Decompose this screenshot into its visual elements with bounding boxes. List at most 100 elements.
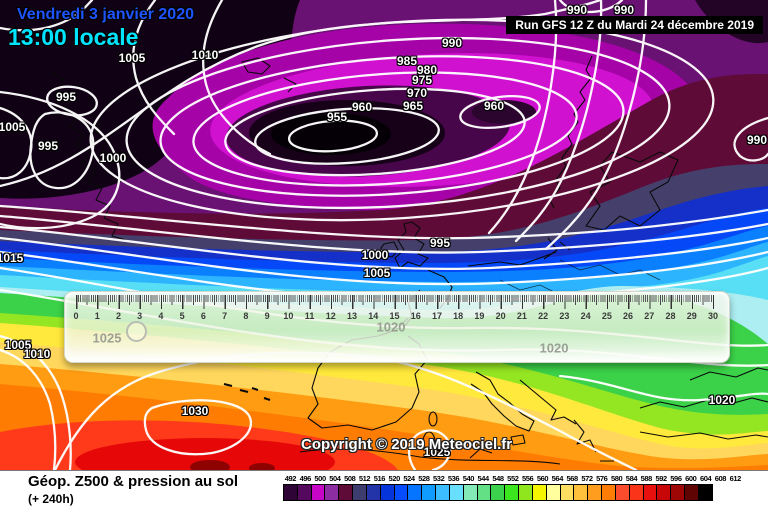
scale-value: 540	[462, 474, 475, 483]
scale-value: 560	[536, 474, 549, 483]
ruler-overlay[interactable]: 0 1 2 3 4 5 6 7 8 9 10 11 12 13 14 15 16 17 18 19 20 21 22 23 24…	[64, 291, 730, 363]
scale-swatch	[283, 484, 298, 501]
copyright-notice: Copyright © 2019 Meteociel.fr	[301, 436, 513, 453]
scale-value: 572	[581, 474, 593, 483]
scale-value: 608	[714, 474, 727, 483]
scale-value: 548	[492, 474, 504, 483]
scale-swatch	[490, 484, 506, 501]
scale-swatch	[338, 484, 354, 501]
ruler-number: 8	[243, 311, 249, 321]
ghost-pressure-label: 1025	[92, 330, 122, 346]
scale-swatch	[545, 484, 561, 501]
pressure-label: 1005	[4, 338, 32, 352]
ruler-number: 23	[559, 311, 570, 321]
pressure-label: 995	[55, 90, 77, 104]
scale-swatch	[573, 484, 589, 501]
scale-swatch	[448, 484, 464, 501]
forecast-lead-time: (+ 240h)	[28, 492, 74, 506]
scale-swatch	[310, 484, 326, 501]
forecast-time: 13:00 locale	[8, 24, 139, 50]
scale-swatch	[684, 484, 699, 501]
scale-value: 556	[522, 474, 534, 483]
scale-value: 536	[447, 474, 460, 483]
scale-swatch	[352, 484, 367, 501]
scale-value: 492	[284, 474, 297, 483]
scale-swatch	[697, 484, 713, 501]
ruler-number: 22	[538, 311, 549, 321]
ruler-number: 25	[601, 311, 612, 321]
scale-value: 564	[551, 474, 564, 483]
scale-value: 512	[358, 474, 371, 483]
ruler-number: 16	[410, 311, 421, 321]
ruler-number: 26	[623, 311, 634, 321]
pressure-label: 960	[483, 99, 505, 113]
ruler-number: 10	[283, 311, 294, 321]
ruler-number: 28	[665, 311, 676, 321]
pressure-label: 1025	[423, 445, 451, 459]
scale-value: 580	[610, 474, 623, 483]
pressure-label: 1030	[181, 404, 209, 418]
pressure-label: 990	[566, 3, 588, 17]
scale-value: 504	[329, 474, 341, 483]
map-legend-bar: Géop. Z500 & pression au sol (+ 240h) 49…	[0, 470, 768, 512]
scale-value: 520	[388, 474, 401, 483]
scale-value: 528	[418, 474, 430, 483]
scale-swatch	[601, 484, 616, 501]
ruler-number: 11	[304, 311, 315, 321]
ruler-number: 9	[264, 311, 270, 321]
ruler-number: 2	[115, 311, 121, 321]
scale-value: 592	[655, 474, 667, 483]
scale-value: 612	[729, 474, 742, 483]
pressure-label: 955	[326, 110, 348, 124]
scale-swatch	[518, 484, 533, 501]
pressure-label: 1010	[23, 347, 51, 361]
ruler-number: 0	[73, 311, 79, 321]
pressure-label: 965	[402, 99, 424, 113]
scale-swatch	[656, 484, 672, 501]
scale-swatch	[324, 484, 340, 501]
map-graphic	[0, 0, 768, 470]
scale-value: 508	[344, 474, 356, 483]
scale-value: 584	[625, 474, 638, 483]
geopotential-color-bands	[0, 0, 768, 470]
scale-swatch	[462, 484, 478, 501]
ruler-number: 7	[222, 311, 228, 321]
scale-value: 576	[596, 474, 608, 483]
pressure-label: 995	[429, 236, 451, 250]
ruler-number: 13	[347, 311, 358, 321]
ghost-pressure-label: 1020	[376, 319, 406, 335]
color-scale-legend: 492 496 500 504 508 512 516 520 524 528 532 536 540 5…	[283, 474, 745, 501]
ruler-number: 3	[137, 311, 143, 321]
ruler-number: 27	[644, 311, 655, 321]
scale-value: 516	[373, 474, 386, 483]
ruler-number: 29	[686, 311, 697, 321]
forecast-date: Vendredi 3 janvier 2020	[17, 6, 194, 23]
scale-swatch	[379, 484, 395, 501]
pressure-label: 1020	[708, 393, 736, 407]
ruler-number: 4	[158, 311, 164, 321]
model-run-info: Run GFS 12 Z du Mardi 24 décembre 2019	[506, 16, 763, 34]
pressure-label: 975	[411, 73, 433, 87]
pressure-label: 1000	[361, 248, 389, 262]
scale-swatch	[642, 484, 658, 501]
ruler-number: 5	[179, 311, 185, 321]
pressure-label: 1015	[0, 251, 24, 265]
scale-value: 568	[566, 474, 578, 483]
scale-value: 600	[685, 474, 697, 483]
scale-value: 552	[507, 474, 519, 483]
scale-swatch	[393, 484, 409, 501]
scale-value: 500	[314, 474, 326, 483]
scale-swatch	[296, 484, 312, 501]
ruler-number: 20	[495, 311, 506, 321]
scale-swatch	[407, 484, 423, 501]
pressure-label: 990	[613, 3, 635, 17]
scale-value: 524	[403, 474, 415, 483]
pressure-label: 990	[441, 36, 463, 50]
scale-swatch	[421, 484, 437, 501]
ruler-number: 12	[325, 311, 336, 321]
color-scale-swatches	[283, 484, 745, 501]
scale-swatch	[628, 484, 644, 501]
pressure-label: 1005	[0, 120, 26, 134]
scale-value: 532	[433, 474, 445, 483]
